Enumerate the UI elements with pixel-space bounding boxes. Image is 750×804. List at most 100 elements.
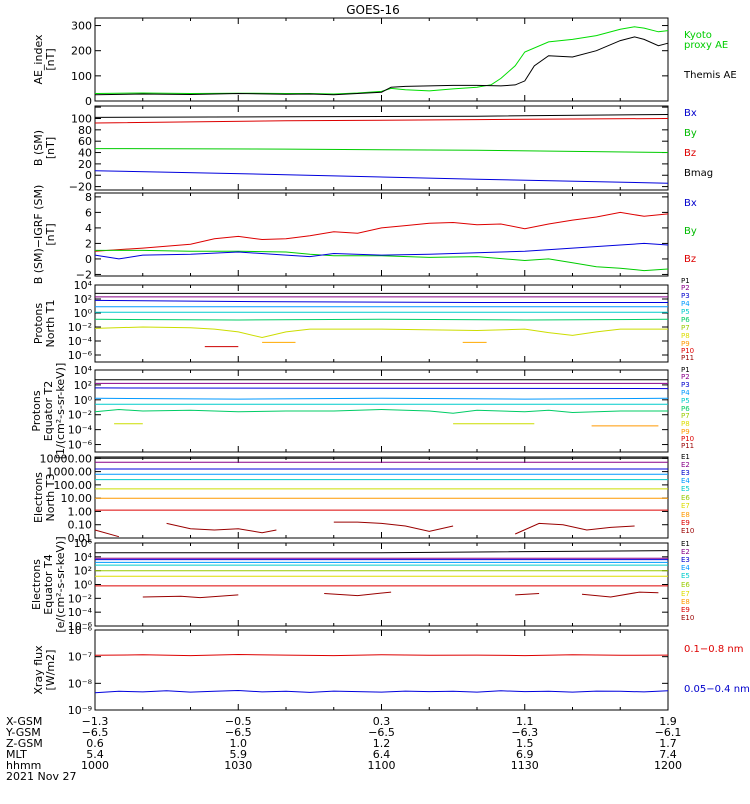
y-tick-label: 100.00 — [54, 479, 93, 492]
series-line-bx — [94, 242, 669, 260]
legend-entry: E8 — [681, 598, 690, 606]
series-line-by — [95, 249, 669, 272]
legend-entry: P9 — [681, 428, 690, 436]
orbit-row-label: Z-GSM — [6, 737, 43, 750]
y-axis-label: B (SM)−IGRF (SM) — [32, 185, 45, 285]
legend-entry: E4 — [681, 564, 690, 572]
orbit-value: 1.2 — [373, 737, 391, 750]
legend-entry: P11 — [681, 354, 694, 362]
series-line-bmag — [94, 114, 669, 118]
legend-entry: 0.1−0.8 nm — [684, 644, 743, 655]
y-tick-label: 10⁰ — [74, 394, 93, 407]
y-tick-label: 10.00 — [61, 492, 93, 505]
legend-entry: P1 — [681, 277, 690, 285]
y-axis-label: B (SM) — [32, 130, 45, 166]
series-line-e10c — [333, 521, 454, 532]
y-tick-label: 10⁻² — [68, 409, 92, 422]
y-tick-label: 10⁻⁴ — [68, 606, 93, 619]
orbit-value: 1.9 — [659, 715, 677, 728]
series-line-p7 — [94, 326, 668, 339]
panel-frame — [94, 629, 669, 711]
y-tick-label: 10² — [74, 565, 92, 578]
legend-entry: P5 — [681, 308, 690, 316]
legend-entry: E1 — [681, 540, 690, 548]
legend-entry: E5 — [681, 572, 690, 580]
y-axis-label: Equator T4 — [42, 554, 55, 614]
legend-entry: P1 — [681, 366, 690, 374]
y-axis-label: Equator T2 — [42, 381, 55, 441]
legend-entry: E7 — [681, 502, 690, 510]
legend-entry: Themis AE — [683, 70, 737, 81]
orbit-value: 5.9 — [230, 748, 248, 761]
y-tick-label: 40 — [78, 147, 92, 160]
series-line-0-1-0-8-nm — [94, 653, 669, 657]
series-line-e1 — [95, 550, 669, 554]
panel-xray: 10⁻⁹ 10⁻⁸ 10⁻⁷ 10⁻⁶ Xray flux [W/m2] 0.1−0.8 n… — [32, 624, 750, 717]
y-tick-label: 0 — [85, 169, 92, 182]
y-tick-label: 10² — [74, 293, 92, 306]
legend-entry: E6 — [681, 581, 690, 589]
y-tick-label: 4 — [85, 222, 92, 235]
legend-entry: P2 — [681, 284, 690, 292]
y-tick-label: 2 — [85, 237, 92, 250]
series-line-p4 — [94, 397, 669, 400]
legend-entry: E8 — [681, 511, 690, 519]
panel-frame — [94, 542, 669, 627]
orbit-value: −1.3 — [82, 715, 109, 728]
y-tick-label: 100 — [71, 70, 92, 83]
legend-entry: E5 — [681, 485, 690, 493]
series-line-p6 — [94, 318, 669, 321]
orbit-value: 6.9 — [516, 748, 534, 761]
series-line-e10b — [324, 591, 392, 597]
legend-entry: E9 — [681, 519, 690, 527]
orbit-value: −6.5 — [225, 726, 252, 739]
orbit-value: 1130 — [511, 759, 539, 772]
panel-frame — [94, 17, 669, 102]
y-tick-label: 80 — [78, 124, 92, 137]
orbit-value: −6.5 — [368, 726, 395, 739]
legend-entry: P3 — [681, 381, 690, 389]
series-line-e10c — [515, 593, 540, 596]
legend-entry: Bmag — [684, 168, 713, 179]
legend-entry: E10 — [681, 527, 694, 535]
y-axis-label: Electrons — [30, 559, 43, 610]
y-axis-label: North T3 — [44, 474, 57, 522]
legend-entry: P8 — [681, 332, 690, 340]
y-axis-label: Electrons — [32, 472, 45, 523]
legend-entry: P4 — [681, 300, 690, 308]
legend-entry: P2 — [681, 373, 690, 381]
y-tick-label: 300 — [71, 20, 92, 33]
legend-entry: P10 — [681, 435, 694, 443]
legend-entry: 0.05−0.4 nm — [684, 684, 750, 695]
legend-entry: P3 — [681, 292, 690, 300]
legend-entry: P8 — [681, 420, 690, 428]
orbit-value: 1000 — [81, 759, 109, 772]
series-line-kyoto-proxy-ae — [94, 26, 669, 95]
orbit-value: 1200 — [654, 759, 682, 772]
y-tick-label: 10² — [74, 379, 92, 392]
orbit-value: 1.1 — [516, 715, 534, 728]
legend-entry: P11 — [681, 442, 694, 450]
orbit-value: 5.4 — [86, 748, 104, 761]
y-tick-label: −20 — [69, 181, 92, 194]
series-line-bz — [94, 211, 669, 252]
y-tick-label: 10⁻⁹ — [68, 704, 92, 717]
y-axis-label: North T1 — [44, 300, 57, 348]
y-tick-label: 10⁻⁶ — [68, 624, 93, 637]
y-tick-label: 100 — [71, 112, 92, 125]
legend-entry: P7 — [681, 324, 690, 332]
y-tick-label: 0.10 — [68, 519, 93, 532]
series-line-e10a — [142, 594, 239, 599]
series-line-bx — [94, 170, 669, 184]
y-tick-label: 10⁻⁶ — [68, 620, 93, 633]
series-line-e10a — [94, 529, 120, 538]
orbit-value: −6.1 — [655, 726, 682, 739]
series-line-bz — [94, 118, 669, 124]
y-tick-label: 10⁰ — [74, 307, 93, 320]
y-tick-label: 6 — [85, 206, 92, 219]
